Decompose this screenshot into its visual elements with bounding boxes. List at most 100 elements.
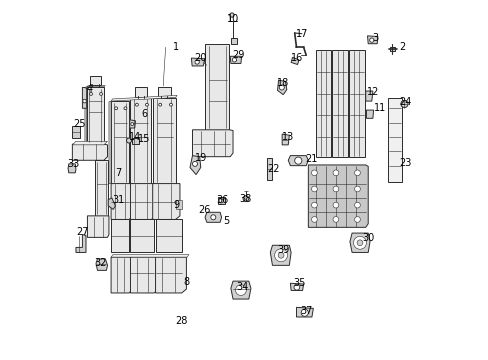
Text: 36: 36 (216, 195, 228, 205)
Polygon shape (349, 233, 369, 252)
Polygon shape (111, 220, 129, 252)
Polygon shape (68, 164, 76, 173)
Text: 12: 12 (366, 87, 378, 97)
Circle shape (229, 13, 234, 17)
Circle shape (210, 215, 215, 220)
Polygon shape (130, 184, 155, 220)
Text: 19: 19 (194, 153, 206, 163)
Circle shape (354, 217, 360, 222)
Polygon shape (72, 141, 107, 145)
Circle shape (135, 103, 138, 106)
Circle shape (332, 186, 338, 192)
Circle shape (332, 170, 338, 176)
Circle shape (219, 199, 223, 203)
Circle shape (89, 93, 92, 95)
Circle shape (145, 103, 148, 106)
Polygon shape (86, 86, 105, 87)
Polygon shape (389, 46, 394, 51)
Text: 31: 31 (112, 195, 124, 205)
Polygon shape (316, 50, 330, 157)
Polygon shape (230, 38, 237, 44)
Polygon shape (76, 234, 86, 252)
Circle shape (400, 100, 407, 108)
Polygon shape (130, 220, 154, 252)
Text: 20: 20 (194, 53, 206, 63)
Circle shape (115, 107, 117, 110)
Polygon shape (130, 257, 158, 293)
Circle shape (311, 170, 317, 176)
Text: 21: 21 (305, 154, 318, 164)
Circle shape (126, 138, 131, 143)
Polygon shape (266, 158, 272, 180)
Text: 37: 37 (299, 306, 312, 316)
Circle shape (311, 186, 317, 192)
Polygon shape (135, 87, 147, 97)
Polygon shape (348, 50, 364, 157)
Polygon shape (152, 184, 180, 220)
Text: 10: 10 (226, 14, 239, 24)
Polygon shape (109, 101, 111, 184)
Polygon shape (94, 160, 108, 216)
Circle shape (353, 236, 366, 249)
Polygon shape (72, 126, 80, 138)
Text: 27: 27 (76, 227, 88, 237)
Polygon shape (287, 156, 308, 166)
Text: 11: 11 (373, 103, 386, 113)
Text: 2: 2 (398, 42, 405, 52)
Circle shape (243, 196, 248, 202)
Polygon shape (217, 197, 224, 204)
Polygon shape (204, 44, 229, 130)
Text: 22: 22 (266, 164, 279, 174)
Polygon shape (82, 87, 86, 108)
Circle shape (293, 284, 299, 290)
Circle shape (232, 58, 236, 62)
Polygon shape (230, 281, 250, 299)
Polygon shape (190, 156, 201, 175)
Circle shape (332, 202, 338, 208)
Polygon shape (85, 87, 86, 146)
Text: 16: 16 (291, 53, 303, 63)
Polygon shape (86, 87, 104, 144)
Polygon shape (290, 283, 303, 291)
Polygon shape (155, 257, 186, 293)
Polygon shape (158, 87, 171, 97)
Polygon shape (366, 110, 373, 118)
Circle shape (332, 217, 338, 222)
Circle shape (354, 186, 360, 192)
Polygon shape (111, 101, 129, 184)
Text: 13: 13 (282, 132, 294, 142)
Polygon shape (130, 98, 151, 184)
Polygon shape (111, 184, 132, 220)
Polygon shape (96, 259, 107, 270)
Text: 34: 34 (236, 282, 248, 292)
Polygon shape (308, 165, 367, 227)
Polygon shape (111, 255, 188, 257)
Text: 28: 28 (175, 316, 187, 325)
Circle shape (294, 157, 301, 164)
Text: 17: 17 (295, 29, 307, 39)
Text: 25: 25 (73, 120, 85, 129)
Circle shape (192, 161, 197, 166)
Polygon shape (87, 216, 109, 237)
Text: 8: 8 (183, 277, 189, 287)
Polygon shape (367, 36, 377, 44)
Polygon shape (230, 56, 241, 63)
Text: 38: 38 (239, 194, 251, 204)
Polygon shape (131, 138, 139, 144)
Circle shape (311, 217, 317, 222)
Text: 6: 6 (142, 109, 147, 119)
Circle shape (274, 249, 287, 262)
Circle shape (356, 240, 362, 246)
Text: 33: 33 (67, 159, 79, 169)
Polygon shape (282, 134, 289, 145)
Circle shape (124, 107, 126, 110)
Circle shape (159, 103, 162, 106)
Text: 4: 4 (86, 84, 92, 94)
Polygon shape (387, 98, 401, 182)
Text: 32: 32 (94, 258, 106, 268)
Text: 29: 29 (231, 50, 244, 60)
Text: 7: 7 (115, 168, 121, 178)
Text: 3: 3 (371, 33, 378, 43)
Circle shape (195, 60, 199, 64)
Circle shape (369, 38, 373, 42)
